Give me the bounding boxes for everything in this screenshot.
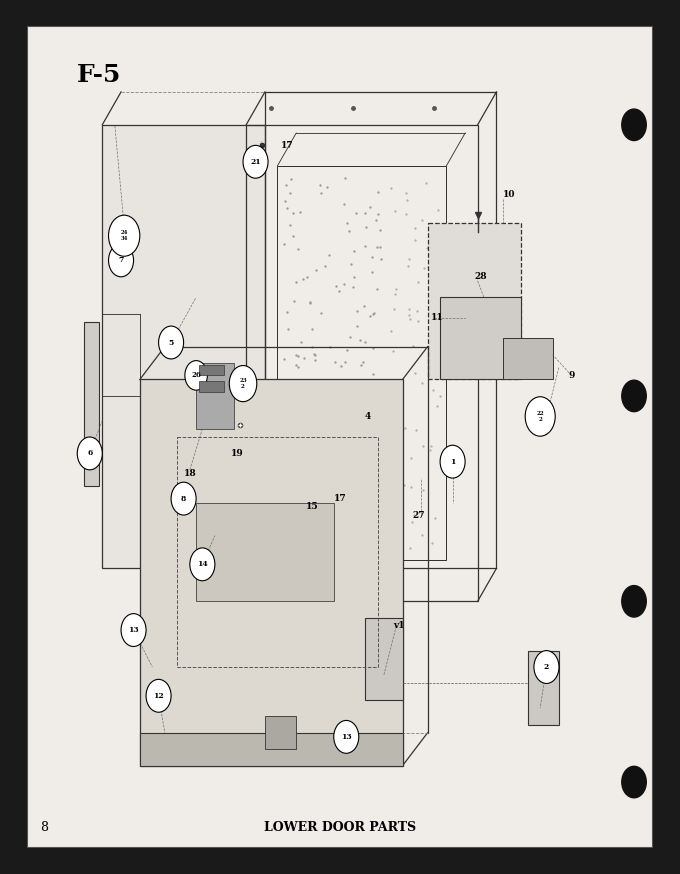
Circle shape: [146, 679, 171, 712]
Polygon shape: [102, 125, 265, 568]
Text: 28: 28: [475, 273, 487, 281]
FancyBboxPatch shape: [199, 364, 224, 376]
Circle shape: [78, 437, 102, 470]
Polygon shape: [140, 379, 403, 766]
Text: 9: 9: [568, 371, 575, 380]
Circle shape: [534, 650, 559, 683]
Text: 18: 18: [184, 469, 197, 478]
FancyBboxPatch shape: [196, 503, 334, 601]
Circle shape: [158, 326, 184, 359]
Circle shape: [525, 397, 555, 436]
FancyBboxPatch shape: [528, 650, 559, 725]
Text: 27: 27: [412, 510, 424, 519]
Text: 15: 15: [305, 503, 318, 511]
FancyBboxPatch shape: [199, 381, 224, 392]
FancyBboxPatch shape: [365, 618, 403, 700]
Text: 13: 13: [128, 626, 139, 634]
Text: 7: 7: [118, 256, 124, 264]
Circle shape: [109, 244, 133, 277]
Text: 17: 17: [281, 141, 293, 149]
Text: 5: 5: [169, 338, 173, 346]
Text: LOWER DOOR PARTS: LOWER DOOR PARTS: [264, 821, 416, 834]
Text: 13: 13: [341, 733, 352, 741]
FancyBboxPatch shape: [140, 732, 403, 766]
Text: 1: 1: [450, 458, 456, 466]
Text: 10: 10: [503, 191, 515, 199]
Polygon shape: [428, 224, 522, 379]
Text: 4: 4: [365, 412, 371, 421]
Text: 14: 14: [197, 560, 208, 568]
Text: 2: 2: [544, 663, 549, 671]
Text: 23
2: 23 2: [239, 378, 247, 389]
Circle shape: [121, 614, 146, 647]
Circle shape: [229, 365, 257, 402]
Text: 12: 12: [153, 692, 164, 700]
Text: 22
2: 22 2: [537, 411, 544, 422]
Text: 19: 19: [231, 449, 243, 458]
Text: F-5: F-5: [78, 63, 122, 87]
Polygon shape: [503, 338, 553, 379]
Text: 26: 26: [191, 371, 201, 379]
Text: v1: v1: [394, 621, 405, 630]
FancyBboxPatch shape: [265, 717, 296, 749]
Text: 11: 11: [430, 314, 443, 323]
Circle shape: [185, 361, 207, 390]
FancyBboxPatch shape: [27, 26, 653, 848]
Circle shape: [334, 720, 359, 753]
FancyBboxPatch shape: [84, 322, 99, 486]
Text: 21: 21: [250, 158, 261, 166]
FancyBboxPatch shape: [196, 363, 234, 429]
Circle shape: [109, 215, 140, 256]
Circle shape: [440, 445, 465, 478]
Polygon shape: [440, 297, 522, 379]
Circle shape: [243, 145, 268, 178]
Text: 24
34: 24 34: [120, 231, 128, 241]
Circle shape: [171, 482, 196, 515]
Text: 17: 17: [334, 494, 346, 503]
Text: 8: 8: [39, 821, 48, 834]
Circle shape: [190, 548, 215, 581]
Text: 8: 8: [181, 495, 186, 503]
Text: 6: 6: [87, 449, 92, 457]
